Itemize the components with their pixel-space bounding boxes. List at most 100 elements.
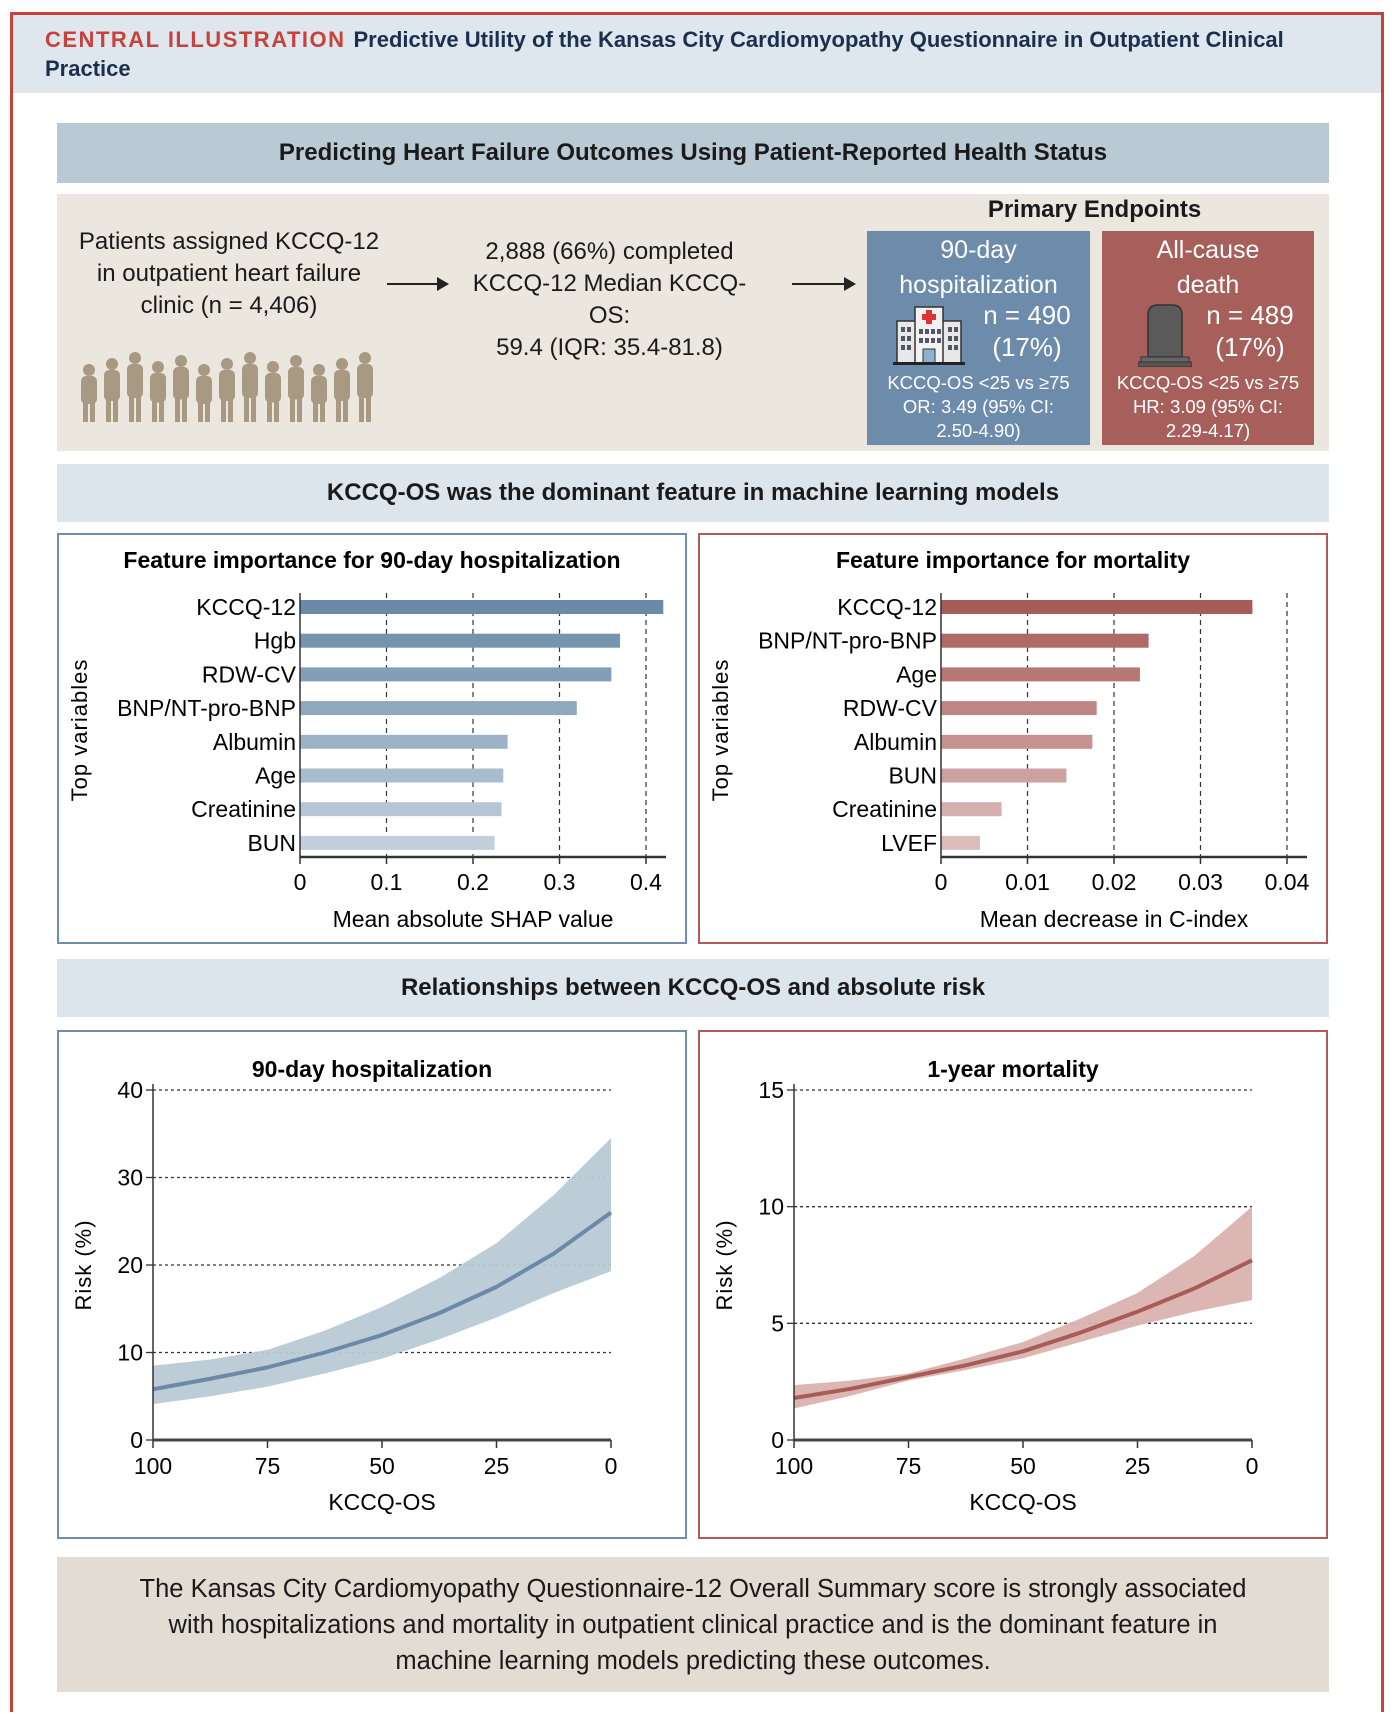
bar [300, 734, 508, 749]
person-leg [90, 402, 95, 422]
y-tick-label: 0 [771, 1427, 784, 1453]
bar [941, 600, 1253, 614]
person-head [106, 358, 118, 370]
patients-line: Patients assigned KCCQ-12 [78, 228, 380, 255]
y-tick-label: 40 [117, 1077, 143, 1103]
chart-title: 90-day hospitalization [252, 1056, 492, 1082]
section-banner-3: Relationships between KCCQ-OS and absolu… [57, 959, 1329, 1017]
chart-title: 1-year mortality [927, 1056, 1099, 1082]
y-tick-label: 0 [130, 1427, 143, 1453]
person-head [244, 352, 256, 364]
category-label: BUN [888, 763, 937, 789]
x-tick-label: 50 [369, 1453, 395, 1479]
chart-title: Feature importance for mortality [836, 547, 1190, 573]
category-label: Creatinine [832, 796, 937, 822]
bar [300, 802, 502, 817]
bar [300, 768, 504, 783]
person-body [81, 376, 97, 404]
mortality-feature-panel: Feature importance for mortality 0 0.01 0.0… [698, 533, 1328, 944]
arrow-right-icon [387, 277, 449, 291]
person-head [313, 364, 325, 376]
person-body [288, 367, 304, 400]
x-tick-label: 0.02 [1092, 869, 1137, 895]
person-leg [113, 399, 118, 422]
x-tick-label: 0.3 [544, 869, 576, 895]
endpoint-stats: KCCQ-OS <25 vs ≥75 OR: 3.49 (95% CI: 2.5… [867, 371, 1090, 443]
person-leg [267, 400, 272, 422]
bar [941, 667, 1140, 682]
person-leg [159, 400, 164, 422]
x-tick-label: 0 [294, 869, 307, 895]
person-leg [205, 402, 210, 422]
person-leg [106, 399, 111, 422]
x-tick-label: 50 [1010, 1453, 1036, 1479]
bar [300, 701, 577, 716]
y-tick-label: 10 [117, 1340, 143, 1366]
category-label: KCCQ-12 [196, 594, 296, 620]
bar [941, 701, 1097, 716]
person-head [336, 358, 348, 370]
endpoint-title: death [1176, 271, 1240, 299]
x-tick-label: 0.01 [1005, 869, 1050, 895]
person-head [221, 358, 233, 370]
category-label: BNP/NT-pro-BNP [117, 695, 296, 721]
mortality-risk-chart: 1-year mortality 0 5 10 15 100 75 50 25 0 KCCQ-OS R… [712, 1056, 1259, 1515]
x-tick-label: 0 [1246, 1453, 1259, 1479]
patients-line: clinic (n = 4,406) [140, 292, 318, 319]
completed-text: 2,888 (66%) completed KCCQ-12 Median KCC… [457, 236, 762, 364]
category-label: Age [896, 661, 937, 687]
endpoint-stats: KCCQ-OS <25 vs ≥75 HR: 3.09 (95% CI: 2.2… [1102, 371, 1314, 443]
category-label: Hgb [254, 628, 296, 654]
x-axis-label: KCCQ-OS [969, 1489, 1076, 1515]
bar [941, 633, 1149, 648]
y-tick-label: 20 [117, 1252, 143, 1278]
endpoint-hospitalization: 90-day hospitalization n = 490 (17%) KCCQ… [867, 231, 1090, 445]
study-flow: Patients assigned KCCQ-12 in outpatient … [57, 194, 1329, 451]
mortality-risk-panel: 1-year mortality 0 5 10 15 100 75 50 25 0 KCCQ-OS R… [698, 1030, 1328, 1539]
stat-line: HR: 3.09 (95% CI: [1132, 396, 1284, 417]
person-head [267, 361, 279, 373]
category-label: Creatinine [191, 796, 296, 822]
bar [941, 802, 1002, 817]
person-leg [274, 400, 279, 422]
risk-curve [793, 1258, 1253, 1400]
x-tick-label: 25 [1125, 1453, 1151, 1479]
completed-line: KCCQ-12 Median KCCQ-OS: [472, 270, 747, 329]
person-leg [320, 402, 325, 422]
risk-curve [152, 1210, 613, 1392]
endpoint-count: n = 489 (17%) [1190, 299, 1310, 363]
category-label: RDW-CV [843, 695, 938, 721]
hospital-icon [893, 306, 965, 365]
person-leg [198, 402, 203, 422]
endpoint-pct: (17%) [1215, 332, 1285, 362]
confidence-band [153, 1138, 611, 1405]
person-body [242, 364, 258, 398]
person-body [150, 373, 166, 403]
person-body [104, 370, 120, 401]
person-body [265, 373, 281, 403]
patients-text: Patients assigned KCCQ-12 in outpatient … [69, 226, 389, 322]
category-label: Age [255, 763, 296, 789]
person-leg [244, 396, 249, 422]
person-head [175, 355, 187, 367]
x-tick-label: 0.03 [1178, 869, 1223, 895]
person-leg [343, 399, 348, 422]
person-body [127, 364, 143, 398]
person-body [196, 376, 212, 404]
person-leg [129, 396, 134, 422]
category-label: LVEF [881, 830, 937, 856]
person-body [357, 364, 373, 398]
people-silhouettes-icon [81, 352, 373, 422]
y-axis-label: Top variables [708, 659, 733, 802]
figure-title: Predictive Utility of the Kansas City Ca… [45, 27, 1284, 81]
person-leg [313, 402, 318, 422]
person-leg [175, 397, 180, 422]
person-leg [336, 399, 341, 422]
y-axis-label: Risk (%) [712, 1219, 737, 1310]
person-body [219, 370, 235, 401]
endpoint-n: n = 490 [983, 300, 1071, 330]
stat-line: 2.50-4.90) [936, 420, 1021, 441]
category-label: RDW-CV [202, 661, 297, 687]
person-body [173, 367, 189, 400]
x-tick-label: 25 [484, 1453, 510, 1479]
